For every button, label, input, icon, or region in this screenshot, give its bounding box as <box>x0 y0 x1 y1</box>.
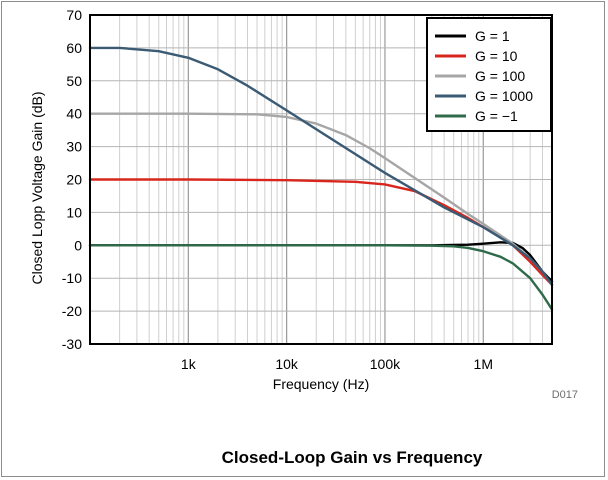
y-tick-label: 10 <box>66 204 82 220</box>
y-tick-label: 20 <box>66 172 82 188</box>
legend-label: G = −1 <box>475 108 518 124</box>
series-line <box>88 178 554 286</box>
y-tick-label: 40 <box>66 106 82 122</box>
x-tick-label: 1M <box>474 356 493 372</box>
chart-title: Closed-Loop Gain vs Frequency <box>222 448 483 467</box>
plot-border <box>89 14 553 345</box>
series-layer <box>88 46 554 311</box>
y-tick-label: 50 <box>66 73 82 89</box>
x-tick-label: 1k <box>181 356 197 372</box>
x-tick-labels: 1k 10k 100k 1M <box>181 356 493 372</box>
y-tick-label: 60 <box>66 40 82 56</box>
x-axis-label: Frequency (Hz) <box>273 376 369 392</box>
y-tick-labels: 70 60 50 40 30 20 10 0 -10 -20 -30 <box>62 7 82 352</box>
legend-label: G = 1 <box>475 28 510 44</box>
x-tick-label: 10k <box>275 356 299 372</box>
series-line <box>88 46 554 286</box>
legend-label: G = 1000 <box>475 88 533 104</box>
y-tick-label: 30 <box>66 139 82 155</box>
y-tick-label: 0 <box>74 237 82 253</box>
y-tick-label: -10 <box>62 270 82 286</box>
figure-code: D017 <box>552 389 578 401</box>
y-axis-label: Closed Lopp Voltage Gain (dB) <box>29 91 45 284</box>
y-tick-label: 70 <box>66 7 82 23</box>
legend: G = 1 G = 10 G = 100 G = 1000 G = −1 <box>426 17 552 132</box>
legend-label: G = 100 <box>475 68 525 84</box>
series-line <box>88 244 554 311</box>
x-tick-label: 100k <box>370 356 401 372</box>
legend-label: G = 10 <box>475 48 518 64</box>
y-tick-label: -30 <box>62 336 82 352</box>
y-tick-label: -20 <box>62 303 82 319</box>
